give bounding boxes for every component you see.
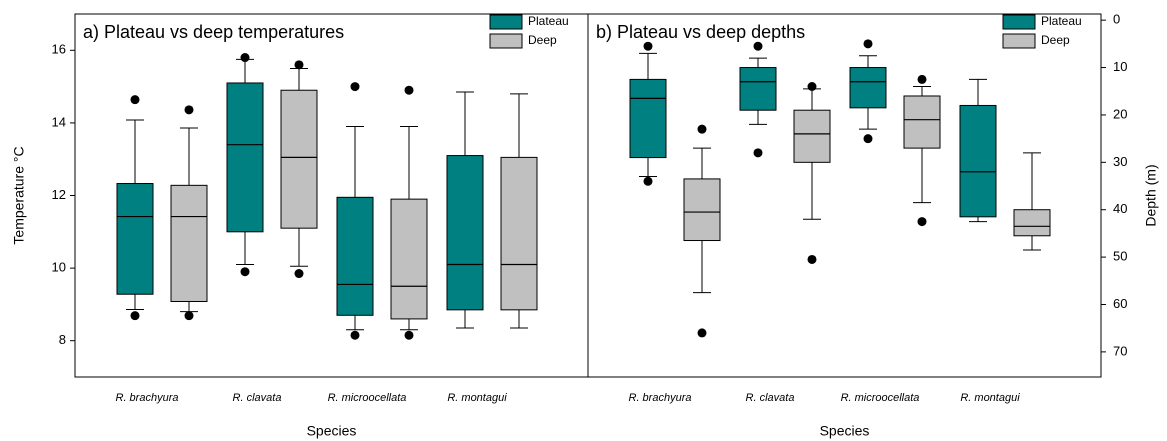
box <box>446 155 484 311</box>
legend-swatch <box>489 33 523 49</box>
y-tick-label: 16 <box>52 42 66 57</box>
y-tick-label: 50 <box>1113 249 1127 264</box>
box <box>793 109 831 163</box>
box <box>903 95 941 149</box>
box <box>683 178 721 242</box>
box <box>629 78 667 159</box>
outlier <box>917 217 927 227</box>
outlier <box>807 82 817 92</box>
y-tick-label: 40 <box>1113 201 1127 216</box>
x-axis-label: Species <box>820 423 870 439</box>
x-tick-label: R. brachyura <box>116 392 179 404</box>
y-tick-label: 0 <box>1113 12 1120 27</box>
y-tick-label: 20 <box>1113 106 1127 121</box>
outlier <box>184 105 194 115</box>
box <box>116 183 154 295</box>
box <box>849 67 887 109</box>
legend-label: Deep <box>528 33 557 47</box>
box <box>170 184 208 302</box>
x-tick-label: R. clavata <box>233 392 282 404</box>
legend-swatch <box>1002 33 1036 49</box>
x-axis-label: Species <box>307 423 357 439</box>
outlier <box>917 74 927 84</box>
box <box>959 104 997 218</box>
outlier <box>350 82 360 92</box>
x-tick-label: R. clavata <box>746 392 795 404</box>
outlier <box>697 328 707 338</box>
y-axis-label: Depth (m) <box>1143 164 1159 226</box>
outlier <box>294 60 304 70</box>
outlier <box>753 148 763 158</box>
legend-swatch <box>1002 14 1036 30</box>
outlier <box>404 330 414 340</box>
x-tick-label: R. montagui <box>447 392 507 404</box>
outlier <box>807 254 817 264</box>
y-tick-label: 8 <box>59 332 66 347</box>
y-tick-label: 60 <box>1113 296 1127 311</box>
y-tick-label: 30 <box>1113 154 1127 169</box>
outlier <box>130 311 140 321</box>
y-tick-label: 10 <box>52 260 66 275</box>
box <box>739 67 777 111</box>
outlier <box>753 41 763 51</box>
x-tick-label: R. montagui <box>960 392 1020 404</box>
chart-title: b) Plateau vs deep depths <box>596 22 805 42</box>
outlier <box>240 53 250 63</box>
box <box>280 89 318 229</box>
y-axis-label: Temperature °C <box>11 146 27 244</box>
y-tick-label: 14 <box>52 114 66 129</box>
legend-label: Plateau <box>528 14 569 28</box>
outlier <box>643 176 653 186</box>
outlier <box>404 85 414 95</box>
legend-label: Plateau <box>1041 14 1082 28</box>
y-tick-label: 10 <box>1113 59 1127 74</box>
y-tick-label: 12 <box>52 187 66 202</box>
x-tick-label: R. brachyura <box>629 392 692 404</box>
plot-frame <box>587 13 1102 378</box>
outlier <box>350 330 360 340</box>
x-tick-label: R. microocellata <box>328 392 407 404</box>
outlier <box>130 95 140 105</box>
legend-swatch <box>489 14 523 30</box>
outlier <box>184 311 194 321</box>
box <box>226 82 264 233</box>
outlier <box>240 267 250 277</box>
box <box>1013 209 1051 237</box>
outlier <box>697 124 707 134</box>
x-tick-label: R. microocellata <box>841 392 920 404</box>
y-tick-label: 70 <box>1113 343 1127 358</box>
box <box>390 198 428 320</box>
outlier <box>863 134 873 144</box>
box <box>336 196 374 316</box>
legend-label: Deep <box>1041 33 1070 47</box>
outlier <box>294 269 304 279</box>
box <box>500 156 538 311</box>
chart-title: a) Plateau vs deep temperatures <box>83 22 344 42</box>
outlier <box>643 41 653 51</box>
outlier <box>863 39 873 49</box>
